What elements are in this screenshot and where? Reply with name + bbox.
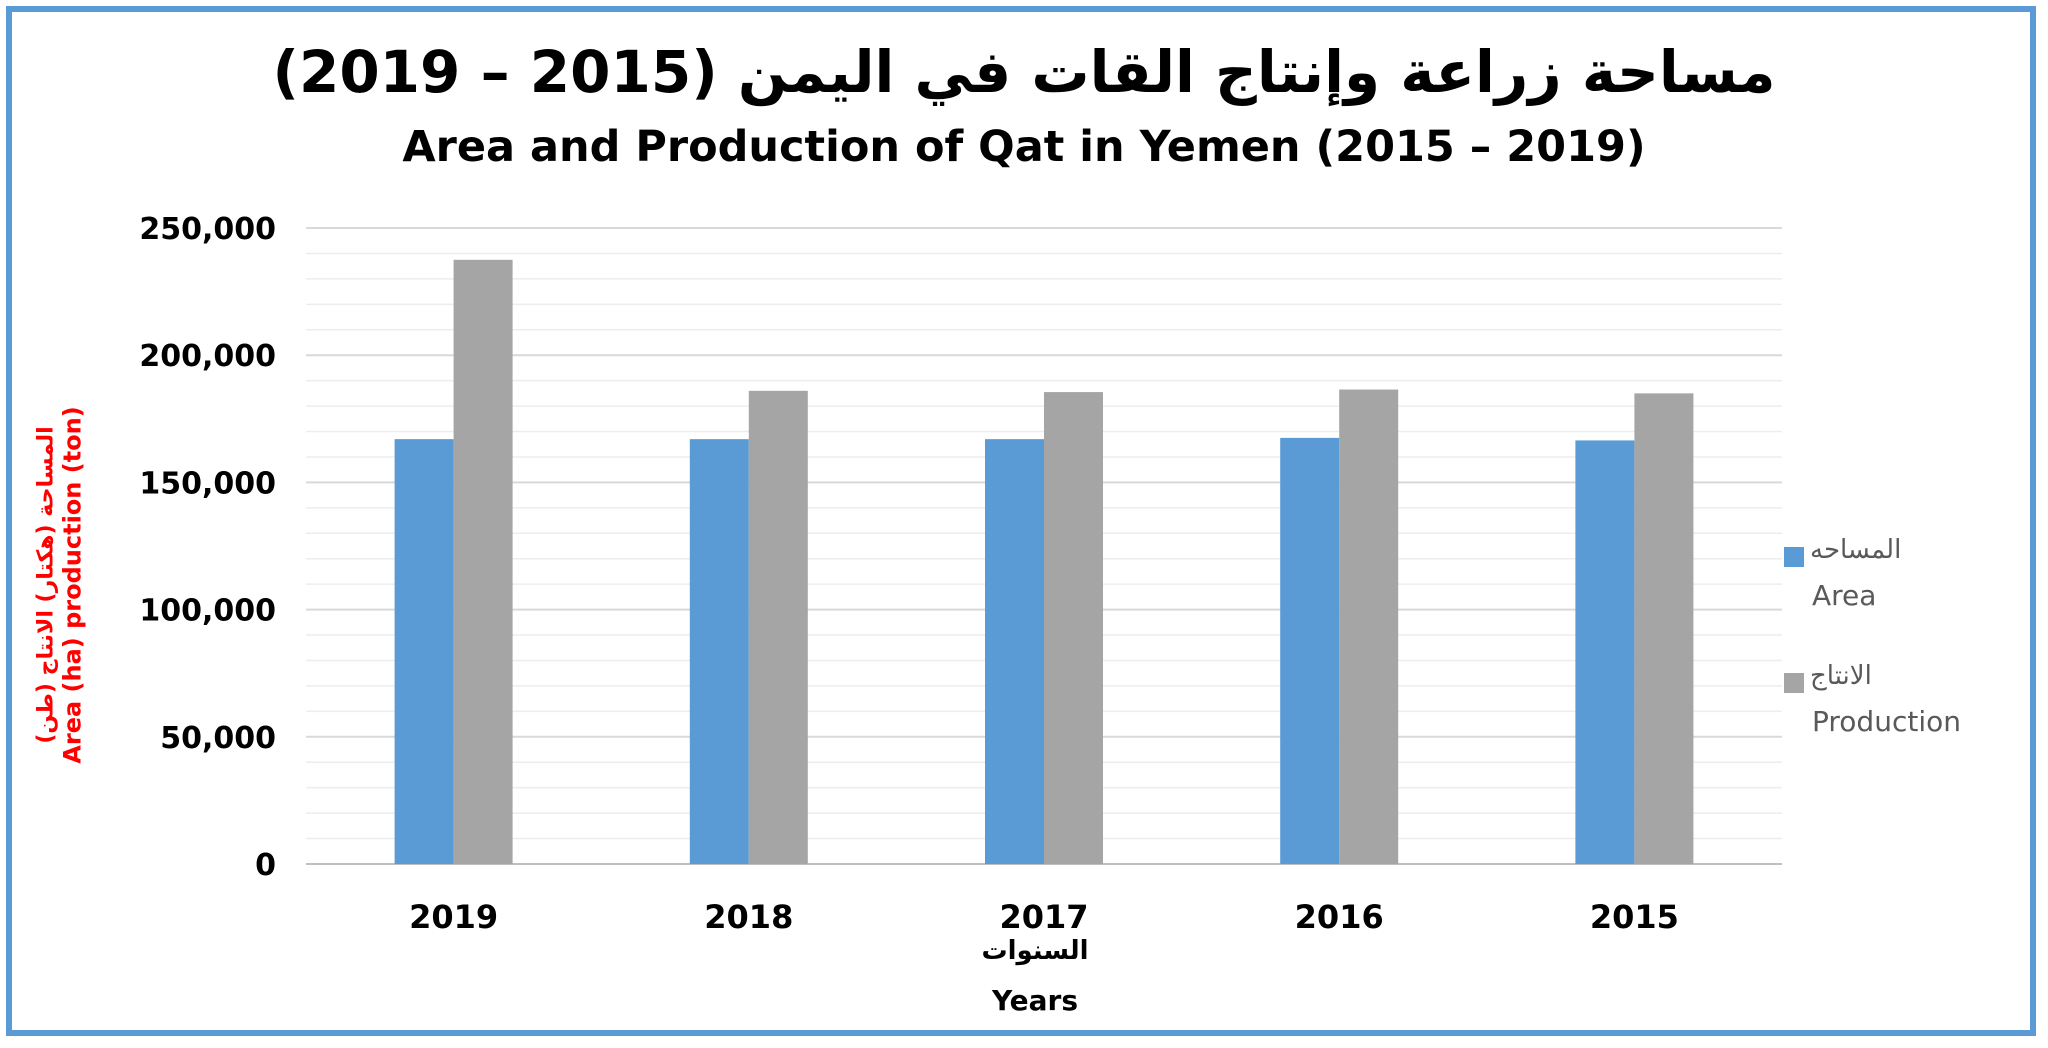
x-axis-label-english: Years: [991, 984, 1079, 1017]
bar-area-2016: [1280, 437, 1340, 864]
bar-area-2019: [394, 439, 454, 864]
x-tick-label: 2017: [999, 898, 1088, 936]
legend-swatch-production: [1784, 673, 1804, 693]
legend-label-production-english: Production: [1812, 705, 1961, 738]
x-axis-label-arabic: السنوات: [981, 936, 1089, 966]
legend-label-area-english: Area: [1812, 579, 1877, 612]
bar-area-2017: [985, 439, 1044, 864]
chart-title-english: Area and Production of Qat in Yemen (201…: [402, 122, 1646, 172]
y-axis-label-arabic: المساحة (هكتار) الانتاج (طن): [33, 426, 59, 744]
x-tick-label: 2016: [1295, 898, 1384, 936]
bar-production-2017: [1044, 392, 1103, 864]
y-tick-label: 200,000: [139, 339, 276, 374]
bar-production-2018: [748, 390, 808, 864]
x-tick-label: 2015: [1590, 898, 1679, 936]
bar-production-2019: [453, 259, 513, 864]
bar-production-2015: [1634, 393, 1694, 864]
y-tick-label: 0: [255, 848, 276, 883]
bar-production-2016: [1339, 389, 1399, 864]
bar-area-2018: [689, 439, 749, 864]
legend-label-production-arabic: الانتاج: [1810, 661, 1872, 691]
chart-title-arabic: مساحة زراعة وإنتاج القات في اليمن (2015 …: [272, 38, 1776, 106]
x-tick-label: 2019: [409, 898, 498, 936]
legend-swatch-area: [1784, 547, 1804, 567]
y-tick-label: 250,000: [139, 212, 276, 247]
bar-area-2015: [1575, 440, 1635, 864]
legend-label-area-arabic: المساحه: [1810, 535, 1902, 565]
y-tick-label: 50,000: [160, 721, 276, 756]
y-tick-label: 150,000: [139, 466, 276, 501]
x-tick-label: 2018: [704, 898, 793, 936]
y-tick-label: 100,000: [139, 594, 276, 629]
y-axis-label-english: Area (ha) production (ton): [58, 406, 87, 764]
